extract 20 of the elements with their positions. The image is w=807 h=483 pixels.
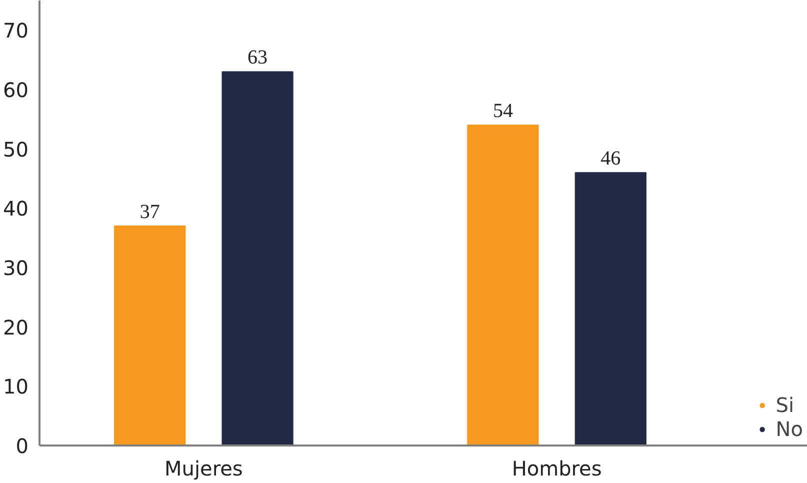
legend-label: Si [776,393,796,417]
y-tick-label: 10 [3,374,29,399]
data-label: 46 [600,148,621,170]
x-tick-label: Mujeres [164,456,243,480]
data-label: 54 [492,100,513,122]
y-tick-label: 0 [16,434,29,458]
y-tick-label: 40 [3,196,29,221]
y-tick-label: 60 [3,78,29,102]
x-tick-label: Hombres [512,456,602,480]
bar [114,225,186,446]
bar [467,124,539,446]
y-tick-label: 70 [3,18,29,43]
data-label: 37 [140,200,160,223]
bar [222,71,294,446]
legend-label: No [776,417,803,441]
y-tick-label: 50 [3,137,29,162]
y-tick-label: 30 [3,256,29,280]
y-tick-label: 20 [3,315,29,340]
bar [574,172,646,446]
data-label: 63 [248,46,268,69]
